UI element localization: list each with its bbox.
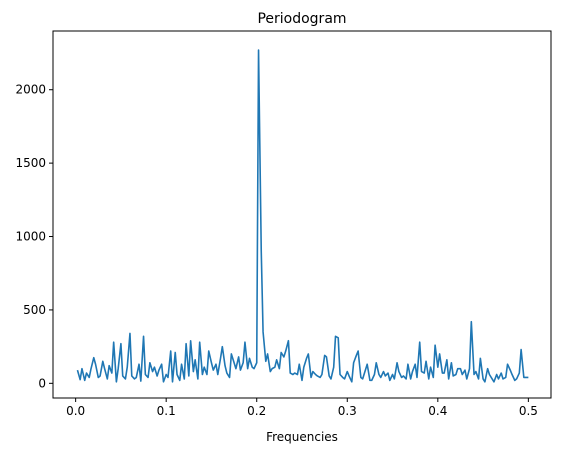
y-axis: 0 500 1000 1500 2000	[15, 83, 53, 390]
y-tick-label: 0	[38, 376, 46, 390]
y-tick-label: 1500	[15, 156, 46, 170]
x-tick-label: 0.4	[428, 404, 447, 418]
y-tick-label: 500	[23, 303, 46, 317]
x-tick-label: 0.2	[247, 404, 266, 418]
x-tick-label: 0.5	[519, 404, 538, 418]
x-tick-label: 0.3	[338, 404, 357, 418]
chart-title: Periodogram	[257, 11, 346, 27]
series-line	[76, 49, 529, 383]
x-tick-label: 0.0	[66, 404, 85, 418]
y-tick-label: 1000	[15, 230, 46, 244]
plot-frame	[52, 30, 552, 399]
y-tick-label: 2000	[15, 83, 46, 97]
x-tick-label: 0.1	[157, 404, 176, 418]
axes-frame	[52, 30, 552, 399]
x-axis-label: Frequencies	[266, 430, 338, 444]
x-axis: 0.0 0.1 0.2 0.3 0.4 0.5	[66, 398, 538, 418]
